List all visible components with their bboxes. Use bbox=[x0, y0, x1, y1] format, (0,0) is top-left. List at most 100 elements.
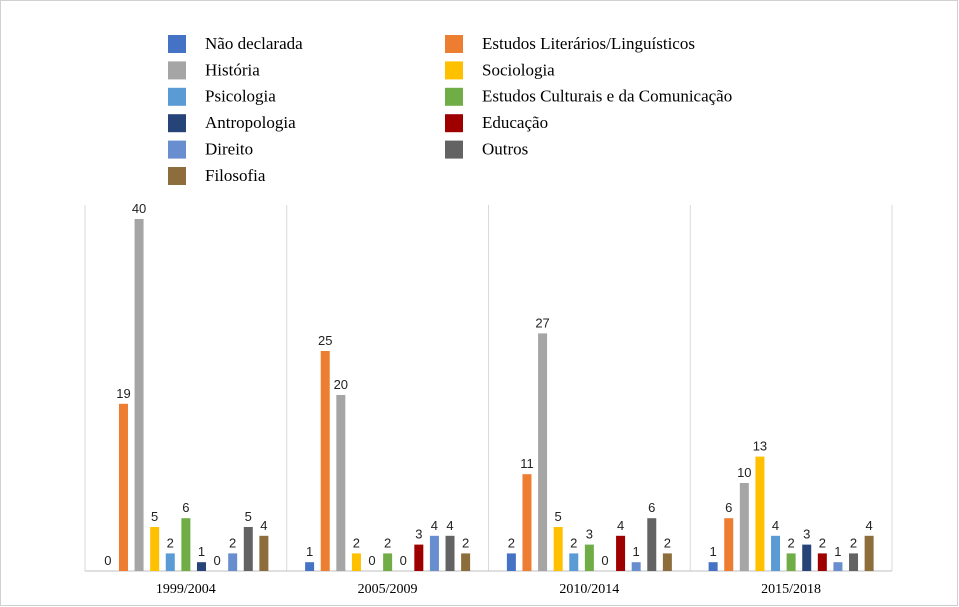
legend-label: Outros bbox=[482, 140, 528, 159]
value-label: 4 bbox=[431, 518, 438, 533]
value-label: 3 bbox=[586, 527, 593, 542]
legend-swatch bbox=[445, 140, 463, 159]
legend-label: História bbox=[205, 60, 260, 79]
value-label: 0 bbox=[368, 553, 375, 568]
legend-swatch bbox=[445, 114, 463, 133]
value-label: 2 bbox=[664, 535, 671, 550]
value-label: 0 bbox=[601, 553, 608, 568]
legend-label: Estudos Culturais e da Comunicação bbox=[482, 87, 732, 106]
value-label: 4 bbox=[866, 518, 873, 533]
legend-swatch bbox=[168, 61, 186, 80]
value-label: 3 bbox=[415, 527, 422, 542]
value-label: 1 bbox=[198, 544, 205, 559]
value-label: 5 bbox=[245, 509, 252, 524]
value-label: 1 bbox=[633, 544, 640, 559]
value-label: 6 bbox=[182, 500, 189, 515]
value-label: 2 bbox=[353, 535, 360, 550]
legend-label: Psicologia bbox=[205, 87, 276, 106]
bar bbox=[383, 553, 393, 571]
bar bbox=[584, 544, 594, 571]
value-label: 11 bbox=[520, 456, 534, 471]
value-label: 0 bbox=[104, 553, 111, 568]
bar bbox=[833, 562, 843, 571]
legend-swatch bbox=[168, 167, 186, 185]
bar bbox=[538, 333, 548, 571]
value-label: 1 bbox=[306, 544, 313, 559]
bar bbox=[228, 553, 238, 571]
bar bbox=[739, 483, 749, 571]
bar bbox=[336, 395, 346, 571]
value-label: 10 bbox=[737, 465, 751, 480]
legend-label: Educação bbox=[482, 113, 548, 132]
bar bbox=[569, 553, 579, 571]
legend-label: Não declarada bbox=[205, 34, 303, 53]
bar bbox=[724, 518, 734, 571]
value-label: 4 bbox=[446, 518, 453, 533]
bar bbox=[305, 562, 315, 571]
value-label: 2 bbox=[819, 535, 826, 550]
value-label: 3 bbox=[803, 527, 810, 542]
bar bbox=[429, 535, 439, 571]
legend-swatch bbox=[445, 87, 463, 106]
bar bbox=[414, 544, 424, 571]
bar bbox=[647, 518, 657, 571]
value-label: 40 bbox=[132, 201, 146, 216]
bar bbox=[461, 553, 471, 571]
legend-label: Filosofia bbox=[205, 166, 266, 185]
bar bbox=[662, 553, 672, 571]
legend-swatch bbox=[445, 61, 463, 80]
value-label: 2 bbox=[229, 535, 236, 550]
bar bbox=[165, 553, 175, 571]
bar bbox=[631, 562, 641, 571]
bar bbox=[196, 562, 206, 571]
value-label: 27 bbox=[535, 315, 549, 330]
x-tick-label: 2005/2009 bbox=[358, 582, 418, 597]
bar bbox=[864, 535, 874, 571]
value-label: 2 bbox=[788, 535, 795, 550]
bar bbox=[553, 527, 563, 571]
bar bbox=[445, 535, 455, 571]
value-label: 2 bbox=[384, 535, 391, 550]
legend-swatch bbox=[168, 114, 186, 133]
bar bbox=[351, 553, 361, 571]
bar bbox=[181, 518, 191, 571]
bar bbox=[616, 535, 626, 571]
bar bbox=[118, 403, 128, 571]
legend-label: Direito bbox=[205, 140, 253, 159]
legend-swatch bbox=[168, 87, 186, 106]
bar bbox=[506, 553, 516, 571]
value-label: 19 bbox=[116, 386, 130, 401]
bar bbox=[771, 535, 781, 571]
value-label: 20 bbox=[334, 377, 348, 392]
x-tick-label: 2015/2018 bbox=[761, 582, 821, 597]
bar bbox=[150, 527, 160, 571]
value-label: 0 bbox=[400, 553, 407, 568]
value-label: 5 bbox=[555, 509, 562, 524]
value-label: 2 bbox=[508, 535, 515, 550]
bar bbox=[849, 553, 859, 571]
bar bbox=[817, 553, 827, 571]
legend-label: Estudos Literários/Linguísticos bbox=[482, 34, 695, 53]
value-label: 1 bbox=[710, 544, 717, 559]
value-label: 4 bbox=[772, 518, 779, 533]
value-label: 4 bbox=[260, 518, 267, 533]
value-label: 2 bbox=[570, 535, 577, 550]
value-label: 6 bbox=[725, 500, 732, 515]
bar bbox=[755, 456, 765, 571]
bar bbox=[708, 562, 718, 571]
value-label: 13 bbox=[753, 439, 767, 454]
bar bbox=[786, 553, 796, 571]
value-label: 6 bbox=[648, 500, 655, 515]
bar bbox=[134, 219, 144, 571]
value-label: 2 bbox=[850, 535, 857, 550]
value-label: 0 bbox=[213, 553, 220, 568]
legend-swatch bbox=[168, 140, 186, 159]
legend-label: Antropologia bbox=[205, 113, 296, 132]
value-label: 1 bbox=[834, 544, 841, 559]
bar bbox=[802, 544, 812, 571]
bar bbox=[522, 474, 532, 571]
bar bbox=[243, 527, 253, 571]
bar bbox=[259, 535, 269, 571]
x-tick-label: 2010/2014 bbox=[559, 582, 619, 597]
